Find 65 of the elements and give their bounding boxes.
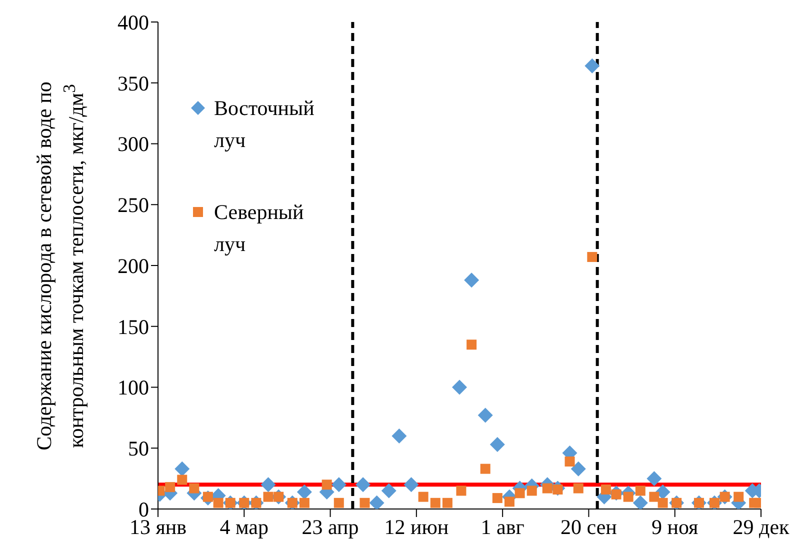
point	[360, 498, 370, 508]
point	[392, 428, 407, 444]
legend-label: Северный луч	[214, 199, 305, 258]
y-tick-label: 400	[118, 10, 149, 34]
point	[573, 483, 584, 494]
point	[452, 380, 467, 395]
point	[564, 456, 575, 467]
point	[418, 492, 428, 502]
y-tick-label: 300	[118, 132, 149, 156]
point	[174, 461, 190, 476]
point	[404, 477, 419, 492]
point	[369, 495, 384, 509]
point	[584, 58, 600, 74]
point	[658, 498, 668, 508]
y-tick-label: 250	[118, 193, 149, 218]
point	[466, 340, 477, 350]
point	[635, 486, 646, 496]
point	[260, 477, 276, 492]
point	[356, 477, 371, 492]
point	[331, 477, 346, 492]
point	[430, 498, 440, 508]
point	[490, 436, 505, 452]
point	[177, 474, 188, 485]
point	[492, 493, 502, 504]
point	[480, 464, 490, 474]
point	[504, 496, 514, 507]
point	[189, 483, 200, 494]
x-tick-label: 1 авг	[480, 514, 525, 539]
point	[655, 484, 670, 500]
point	[646, 471, 662, 486]
y-tick-label: 100	[118, 376, 149, 400]
y-tick-label: 350	[118, 71, 149, 96]
point	[587, 252, 598, 262]
point	[213, 498, 224, 508]
x-tick-label: 23 апр	[302, 514, 359, 539]
point	[542, 483, 552, 494]
point	[299, 498, 310, 508]
point	[464, 272, 480, 288]
y-tick-label: 150	[118, 314, 149, 339]
point	[263, 492, 274, 502]
y-tick-label: 50	[128, 436, 149, 461]
point	[514, 488, 525, 498]
point	[632, 495, 648, 509]
point	[296, 484, 312, 500]
point	[442, 498, 452, 508]
point	[623, 492, 634, 502]
point	[649, 492, 660, 502]
point	[478, 408, 493, 423]
x-tick-label: 12 июн	[384, 514, 449, 539]
y-tick-label: 0	[138, 497, 149, 522]
point	[734, 492, 744, 502]
legend-label: Восточный луч	[214, 95, 316, 154]
point	[381, 483, 396, 498]
point	[322, 480, 332, 490]
point	[334, 498, 344, 508]
point	[165, 482, 176, 492]
x-tick-label: 20 сен	[560, 514, 617, 539]
y-tick-label: 200	[118, 254, 149, 278]
point	[600, 484, 611, 495]
x-tick-label: 9 ноя	[651, 514, 699, 539]
point	[456, 486, 466, 496]
point	[526, 486, 537, 496]
point	[570, 461, 586, 476]
x-tick-label: 29 дек	[732, 514, 790, 539]
x-tick-label: 4 мар	[220, 514, 268, 539]
